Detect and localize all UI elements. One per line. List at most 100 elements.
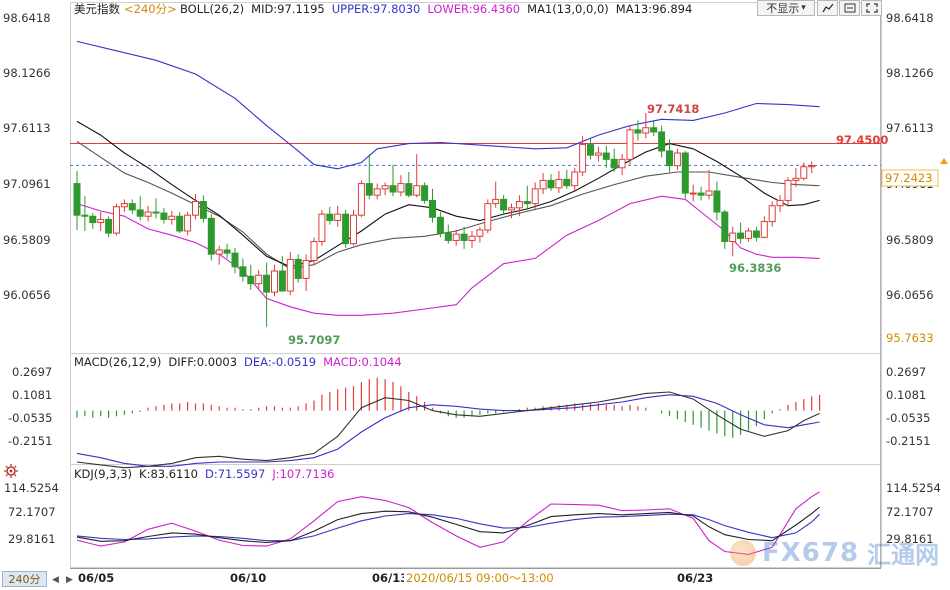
legend-item: MID:97.1195 [251,2,325,16]
candle-body [278,270,286,292]
candle-body [800,166,808,179]
candle-body [697,192,705,196]
candle-body [113,206,120,234]
candle-body [658,131,666,152]
candle-body [555,178,563,189]
candle-body [602,152,610,160]
main-tick-label: 97.0961 [3,177,51,191]
candle-body [594,152,602,156]
candle-body [752,230,760,238]
candle-body [231,252,239,268]
candle-body [318,213,326,243]
macd-tick-label: 0.1081 [12,388,52,402]
candle-body [192,200,199,216]
candle-body [413,185,421,196]
candle-body [500,198,508,211]
candle-body [105,218,113,234]
main-tick-label: 98.6418 [3,11,51,25]
candle-body [81,214,89,217]
candle-body [223,249,231,254]
candle-body [626,129,634,160]
macd-tick-label: -0.2151 [8,434,52,448]
macd-dea-line [76,394,820,467]
high-price-label: 97.7418 [647,102,699,116]
fullscreen-button[interactable] [861,0,882,16]
kdj-y-axis: 114.5254 72.1707 29.8161 114.5254 72.170… [4,481,941,546]
zoom-button[interactable] [839,0,860,16]
grid-layer [70,143,881,166]
candle-body [729,232,737,243]
candle-body [673,152,681,167]
kdj-d-line [76,513,820,542]
candle-body [302,259,310,279]
zoom-icon [844,3,855,13]
candle-body [776,199,784,207]
candle-body [373,188,381,196]
legend-item: DIFF:0.0003 [168,355,237,369]
macd-diff-line [76,391,820,469]
main-tick-label: 96.5809 [886,233,934,247]
candle-body [215,249,223,255]
candle-body [618,158,626,169]
candle-body [523,200,531,205]
candle-body [721,211,729,243]
arrow-right-icon: ▶ [66,574,73,585]
price-panel [73,40,820,327]
kdj-tick-label: 114.5254 [4,481,59,495]
hide-dropdown[interactable]: 不显示 ▾ [757,0,815,16]
kdj-tick-label: 114.5254 [886,481,941,495]
candle-body [784,179,792,201]
candle-body [152,211,160,214]
kdj-tick-label: 29.8161 [8,532,56,546]
chart-type-button[interactable] [817,0,838,16]
candle-body [745,230,752,239]
candle-body [389,185,397,193]
macd-panel [76,377,821,469]
candle-body [365,183,373,196]
annotations: 97.7418 95.7097 96.3836 97.4500 [288,102,888,347]
hide-dropdown-label: 不显示 [766,2,800,15]
fullscreen-icon [865,3,878,13]
candle-body [768,205,776,223]
boll-mid-line [76,140,820,270]
candle-body [334,213,342,221]
main-tick-label: 96.0656 [3,288,51,302]
kdj-legend: KDJ(9,3,3) K:83.6110 D:71.5597 J:107.7136 [74,467,334,481]
candle-body [357,183,365,216]
candle-body [808,165,816,168]
low-price-label: 95.7097 [288,333,340,347]
candle-body [713,190,721,213]
candle-body [286,258,294,292]
gear-teeth [4,464,18,478]
legend-item: MA1(13,0,0,0) [527,2,609,16]
candle-body [128,203,136,211]
candle-body [310,241,318,261]
period-selector-button[interactable]: 240分 [2,571,47,587]
candle-body [263,274,271,293]
local-low-label: 96.3836 [729,261,781,275]
candle-body [136,209,144,217]
legend-item: LOWER:96.4360 [427,2,520,16]
settings-gear-icon[interactable] [4,464,18,478]
kdj-tick-label: 72.1707 [8,505,56,519]
candle-body [452,233,460,241]
candle-body [681,152,689,194]
candle-body [342,213,350,245]
candle-body [705,190,713,196]
x-tick-label: 06/13 [372,571,408,585]
main-tick-label: 96.0656 [886,288,934,302]
main-indicator-legend: BOLL(26,2) MID:97.1195 UPPER:97.8030 LOWER:… [180,2,692,16]
candle-body [271,270,278,293]
legend-item: MACD:0.1044 [323,355,402,369]
main-legend: 美元指数 <240分> BOLL(26,2) MID:97.1195 UPPER:9… [74,2,692,16]
candle-body [579,144,587,173]
main-tick-label: 98.6418 [886,11,934,25]
candle-body [397,183,405,193]
scroll-right-button[interactable]: ▶ [63,572,76,587]
candle-body [120,203,128,208]
scroll-left-button[interactable]: ◀ [49,572,62,587]
main-y-axis: 98.6418 98.1266 97.6113 97.0961 96.5809 … [3,11,934,345]
chevron-down-icon: ▾ [801,3,806,13]
candle-body [421,185,429,201]
